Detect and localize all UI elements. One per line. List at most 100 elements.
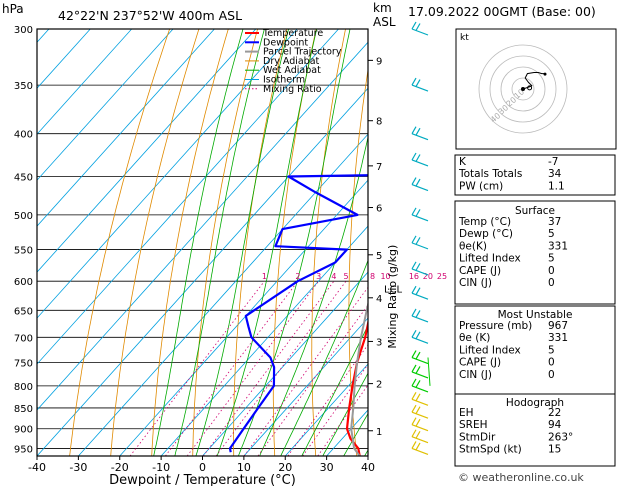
surface-value: 5 <box>548 253 555 265</box>
wind-barb-flag <box>411 308 417 317</box>
dry-adiabat-line <box>272 29 317 456</box>
wind-barb-flag <box>415 310 421 318</box>
isotherm-line <box>37 87 368 456</box>
pressure-tick-label: 400 <box>14 130 33 141</box>
wind-barb-shaft <box>411 84 429 92</box>
wind-barb-shaft <box>411 447 429 455</box>
wind-barb-flag <box>415 366 421 374</box>
datetime-label: 17.09.2022 00GMT (Base: 00) <box>408 4 596 19</box>
wind-barb-flag <box>415 79 421 87</box>
wind-barb-flag <box>415 380 421 388</box>
index-value: 1.1 <box>548 180 565 192</box>
wind-barb-flag <box>411 350 417 358</box>
wind-barb-shaft <box>411 356 429 365</box>
mixing-ratio-tick-label: 8 <box>370 272 375 281</box>
surface-label: Dewp (°C) <box>459 228 513 240</box>
most-unstable-label: CIN (J) <box>459 369 492 381</box>
wind-barb-flag <box>411 404 417 413</box>
mixing-ratio-line <box>302 363 368 456</box>
wind-barb <box>411 235 429 250</box>
height-axis: 1 2 3 4 5 6 7 8 9 <box>368 56 382 438</box>
temperature-tick-label: 10 <box>237 461 251 474</box>
index-label: Totals Totals <box>458 168 522 180</box>
wind-barb-flag <box>415 418 421 427</box>
most-unstable-label: θe (K) <box>459 332 490 344</box>
wind-barb <box>411 404 429 419</box>
mixing-ratio-tick-label: 20 <box>423 272 433 281</box>
hodograph-table-value: 22 <box>548 407 561 419</box>
dry-adiabat-line <box>192 29 258 456</box>
wind-barb-shaft <box>411 424 429 432</box>
wind-barb-flag <box>415 406 421 415</box>
temperature-tick-label: -40 <box>28 461 46 474</box>
surface-label: CAPE (J) <box>459 265 501 277</box>
location-title: 42°22'N 237°52'W 400m ASL <box>58 8 242 23</box>
wind-barb-shaft <box>411 214 429 222</box>
storm-motion-marker <box>527 85 533 91</box>
wind-barb-flag <box>411 126 417 134</box>
wind-barb-flag <box>415 209 421 217</box>
hodograph-table-label: StmSpd (kt) <box>459 444 522 456</box>
index-value: 34 <box>548 168 562 180</box>
most-unstable-label: Lifted Index <box>459 344 521 356</box>
hodograph-ring <box>478 44 568 134</box>
wind-barb-shaft <box>411 315 429 323</box>
wind-barbs <box>411 21 431 455</box>
hodograph-origin <box>521 87 525 91</box>
isotherm-line <box>243 317 368 456</box>
temperature-tick-label: 40 <box>361 461 375 474</box>
most-unstable-value: 967 <box>548 320 568 332</box>
surface-label: Lifted Index <box>459 253 521 265</box>
wind-barb <box>411 285 429 300</box>
pressure-axis: 300 350 400 450 500 550 600 650 700 750 800 850 900 9… <box>14 25 33 455</box>
most-unstable-value: 331 <box>548 332 568 344</box>
most-unstable-box <box>454 305 616 396</box>
dry-adiabat-line <box>110 29 200 456</box>
indices-box <box>454 154 616 196</box>
wind-barb-shaft <box>411 159 429 167</box>
asl-unit-label: ASL <box>373 15 396 29</box>
hodograph-table-box <box>454 393 616 467</box>
pressure-tick-label: 900 <box>14 425 33 436</box>
wind-barb <box>411 261 429 276</box>
wind-barb-flag <box>415 287 421 295</box>
mixing-ratio-tick-label: 16 <box>409 272 419 281</box>
dewpoint-line <box>228 174 368 453</box>
surface-label: Temp (°C) <box>458 216 511 228</box>
isotherm-line <box>284 363 368 456</box>
height-tick-label: 6 <box>376 204 382 215</box>
wind-barb-shaft <box>411 385 429 393</box>
wind-barb-shaft <box>411 242 429 250</box>
pressure-tick-label: 500 <box>14 211 33 222</box>
isotherm-line <box>37 29 257 273</box>
surface-title: Surface <box>515 205 555 217</box>
wind-barb-flag <box>411 378 417 387</box>
wind-barb <box>411 364 429 379</box>
wind-barb-flag <box>415 263 421 271</box>
wind-barb-flag <box>411 364 417 373</box>
wind-barb-flag <box>415 331 421 340</box>
indices-tables: K -7 Totals Totals 34 PW (cm) 1.1 Surface Temp … <box>454 154 616 467</box>
surface-value: 331 <box>548 240 568 252</box>
height-tick-label: 9 <box>376 56 382 67</box>
wind-barb-flag <box>411 441 417 449</box>
isotherm-line <box>37 29 298 319</box>
wind-barb-flag <box>411 429 417 438</box>
wind-barb-flag <box>415 442 421 451</box>
surface-label: θe(K) <box>459 240 487 252</box>
wind-barb <box>411 417 429 432</box>
mixing-ratio-line <box>287 344 368 456</box>
hodograph-ring <box>489 55 557 123</box>
wind-barb <box>411 21 429 36</box>
wind-barb <box>411 77 429 92</box>
wind-barb-flag <box>411 330 417 338</box>
hodograph-table-value: 263° <box>548 431 573 443</box>
mixing-ratio-line <box>317 384 368 456</box>
isotherm-line <box>78 133 368 456</box>
wet-adiabat-line <box>259 135 368 456</box>
pressure-tick-label: 350 <box>14 81 33 92</box>
hodograph-table-label: EH <box>459 407 474 419</box>
wind-barb-flag <box>415 351 421 360</box>
